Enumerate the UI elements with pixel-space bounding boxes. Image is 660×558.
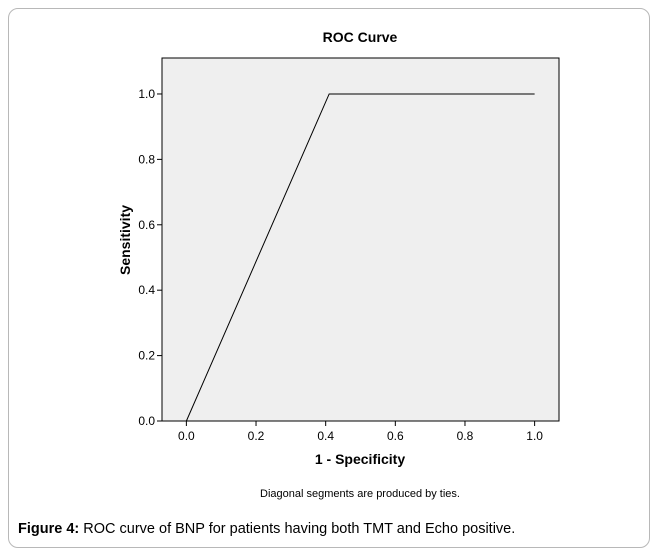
x-tick-label: 0.6 (387, 429, 404, 443)
x-axis-label: 1 - Specificity (315, 451, 405, 467)
y-tick-label: 0.4 (138, 283, 155, 297)
y-tick-label: 0.2 (138, 349, 155, 363)
x-tick-label: 0.8 (457, 429, 474, 443)
roc-chart: ROC Curve 0.0 0.2 0.4 0.6 0.8 1.0 0.00.20.40.… (117, 29, 560, 500)
caption-text: ROC curve of BNP for patients having bot… (79, 521, 516, 537)
figure-caption: Figure 4: ROC curve of BNP for patients … (18, 521, 515, 537)
x-tick-label: 0.4 (317, 429, 334, 443)
y-axis-label: Sensitivity (117, 205, 133, 275)
x-tick-label: 0.0 (178, 429, 195, 443)
x-tick-label: 1.0 (526, 429, 543, 443)
x-tick-label: 0.2 (248, 429, 265, 443)
plot-area (161, 57, 560, 422)
chart-title: ROC Curve (323, 29, 398, 45)
y-axis-ticks: 0.0 0.2 0.4 0.6 0.8 1.0 (138, 87, 162, 428)
y-tick-label: 0.8 (138, 152, 155, 166)
x-axis-ticks: 0.0 0.2 0.4 0.6 0.8 1.0 (178, 421, 543, 443)
caption-label: Figure 4: (18, 521, 80, 537)
y-tick-label: 0.0 (138, 414, 155, 428)
y-tick-label: 1.0 (138, 87, 155, 101)
roc-curve-line (185, 93, 535, 422)
ties-note: Diagonal segments are produced by ties. (260, 488, 460, 500)
y-tick-label: 0.6 (138, 218, 155, 232)
